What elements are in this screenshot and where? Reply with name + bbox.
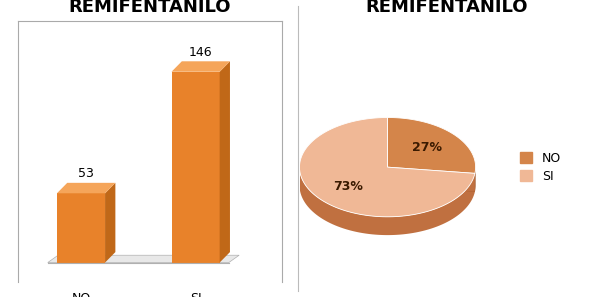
Polygon shape (475, 167, 476, 192)
Polygon shape (388, 167, 475, 192)
Text: 53: 53 (78, 167, 94, 180)
Text: 146: 146 (189, 46, 213, 59)
Polygon shape (57, 183, 116, 193)
Polygon shape (171, 72, 220, 263)
Polygon shape (171, 61, 230, 72)
Polygon shape (300, 168, 475, 235)
Polygon shape (57, 193, 105, 263)
Title: REMIFENTANILO: REMIFENTANILO (365, 0, 528, 16)
Polygon shape (48, 255, 239, 263)
Text: 27%: 27% (412, 141, 442, 154)
Polygon shape (105, 183, 116, 263)
Title: REMIFENTANILO: REMIFENTANILO (68, 0, 231, 16)
Legend: NO, SI: NO, SI (517, 149, 564, 185)
Text: 73%: 73% (333, 180, 363, 193)
Polygon shape (300, 118, 475, 217)
Polygon shape (388, 167, 475, 192)
Polygon shape (220, 61, 230, 263)
Polygon shape (388, 118, 476, 173)
